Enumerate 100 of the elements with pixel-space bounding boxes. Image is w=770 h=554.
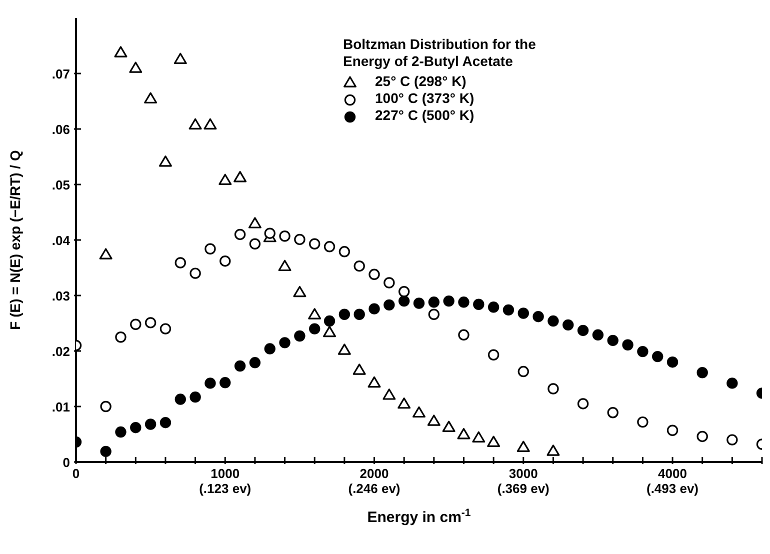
point <box>473 298 484 310</box>
point <box>204 243 216 254</box>
point <box>100 446 112 458</box>
point <box>130 318 142 330</box>
point <box>234 360 246 372</box>
point <box>666 424 678 436</box>
point <box>607 334 618 346</box>
point <box>607 407 618 418</box>
point <box>368 303 380 314</box>
point <box>249 238 261 250</box>
point <box>368 268 380 280</box>
point <box>220 255 231 267</box>
point <box>338 344 351 355</box>
y-tick-label: .07 <box>52 66 70 82</box>
x-tick-label: 4000 <box>658 466 687 481</box>
point <box>516 440 530 452</box>
point <box>264 228 276 239</box>
point <box>323 326 336 338</box>
point <box>234 171 247 182</box>
point <box>398 295 410 307</box>
point <box>158 156 172 167</box>
point <box>384 277 395 288</box>
y-tick-label: .05 <box>52 178 70 192</box>
legend-title: Boltzman Distribution for the Energy of 2-Butyl Acetate <box>343 36 536 70</box>
point <box>220 377 231 388</box>
point <box>637 346 648 358</box>
y-axis-title: F (E) = N(E) exp (−E/RT) / Q <box>7 150 23 330</box>
y-tick-label: 0 <box>62 455 70 470</box>
point <box>352 364 366 375</box>
legend-label: 227° C (500° K) <box>375 107 474 124</box>
point <box>308 308 322 320</box>
legend-label: 100° C (373° K) <box>375 90 474 107</box>
point <box>279 230 290 242</box>
point <box>696 430 708 442</box>
point <box>488 349 500 360</box>
y-tick-label: .03 <box>52 288 70 304</box>
point <box>278 260 292 272</box>
point <box>532 310 544 322</box>
point <box>338 246 350 258</box>
point <box>398 286 410 298</box>
point <box>457 428 470 440</box>
point <box>248 217 262 228</box>
point <box>100 400 112 412</box>
y-tick-label: .04 <box>52 233 71 248</box>
point <box>190 391 201 403</box>
legend-label: 25° C (298° K) <box>375 73 466 90</box>
x-axis-title: Energy in cm$^{-1}$ <box>367 507 471 526</box>
point <box>412 406 426 418</box>
text: (.369 ev) <box>497 481 550 496</box>
point <box>592 329 604 341</box>
point <box>546 444 560 456</box>
point <box>548 315 559 327</box>
point <box>443 295 454 307</box>
point <box>562 319 574 331</box>
point <box>204 378 216 389</box>
point <box>174 52 187 64</box>
point <box>696 367 708 378</box>
point <box>293 286 306 298</box>
point <box>130 422 142 434</box>
point <box>174 394 186 405</box>
point <box>324 241 336 252</box>
point <box>652 350 664 362</box>
point <box>577 324 589 336</box>
point <box>368 376 381 388</box>
text: (.493 ev) <box>646 481 699 496</box>
point <box>354 308 365 320</box>
point <box>249 357 261 368</box>
point <box>428 296 440 308</box>
point <box>188 118 202 130</box>
point <box>427 414 440 426</box>
point <box>518 366 529 378</box>
point <box>622 339 634 350</box>
text: (.246 ev) <box>348 481 400 496</box>
point <box>279 337 290 348</box>
point <box>160 323 172 334</box>
point <box>294 330 306 342</box>
x-tick-label: 3000 <box>508 466 538 481</box>
point <box>666 356 678 368</box>
point <box>264 343 276 354</box>
point <box>487 436 500 447</box>
point <box>382 388 396 400</box>
point <box>115 426 126 438</box>
point <box>115 332 126 343</box>
point <box>502 304 514 316</box>
point <box>458 329 470 341</box>
point <box>309 238 320 250</box>
text: (.123 ev) <box>199 481 252 496</box>
y-tick-label: .01 <box>52 400 70 414</box>
point <box>309 323 320 334</box>
point <box>398 397 411 409</box>
point <box>144 92 158 104</box>
point <box>114 46 128 58</box>
point <box>637 416 648 428</box>
point <box>129 62 142 73</box>
point <box>324 315 336 327</box>
point <box>160 416 172 428</box>
x-tick-label: 0 <box>72 466 80 481</box>
point <box>428 308 440 320</box>
point <box>354 260 365 272</box>
x-tick-label: 1000 <box>210 466 240 481</box>
